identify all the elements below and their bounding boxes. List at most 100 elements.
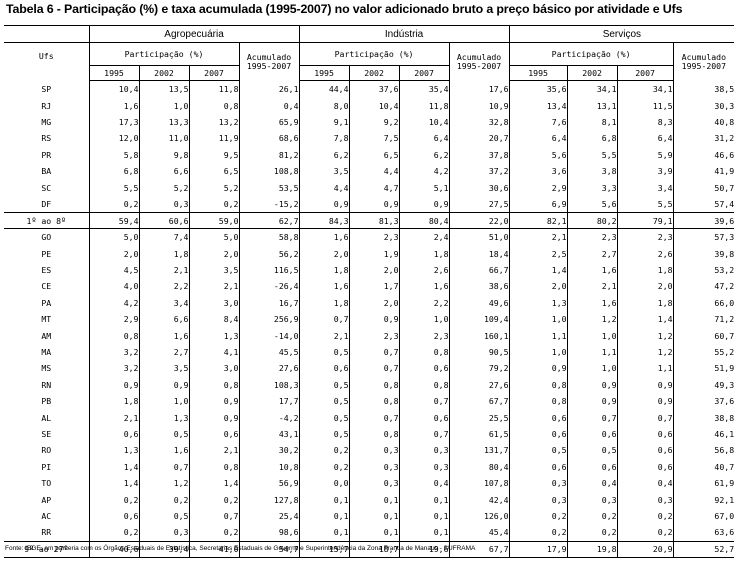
table-cell: 3,4 — [138, 294, 189, 312]
table-cell: 1,1 — [508, 327, 568, 344]
table-cell: 1,0 — [138, 97, 189, 114]
uf-label: RN — [41, 379, 52, 390]
table-cell: 3,2 — [88, 343, 139, 361]
table-cell: 0,8 — [398, 343, 450, 361]
table-cell: 92,1 — [672, 491, 735, 508]
table-cell: 0,9 — [566, 376, 618, 394]
table-cell: 0,2 — [188, 195, 239, 213]
table-cell: 0,8 — [188, 376, 239, 394]
table-body: SP 10,4 13,5 11,8 26,1 44,4 37,6 35,4 17,6 35,6 34… — [4, 80, 735, 558]
table-cell: 0,9 — [616, 393, 674, 410]
table-cell: 1,8 — [616, 294, 674, 312]
table-cell: 1,0 — [138, 393, 189, 410]
table-cell: 5,5 — [88, 179, 139, 196]
table-cell: 68,6 — [238, 130, 300, 147]
table-cell: 90,5 — [448, 343, 510, 361]
table-cell: 1,4 — [616, 311, 674, 328]
table-cell: 2,3 — [348, 327, 400, 344]
table-cell: 0,9 — [188, 393, 239, 410]
table-cell: 17,7 — [238, 393, 300, 410]
table-cell: 34,1 — [616, 80, 674, 98]
table-cell: 1,7 — [348, 278, 400, 295]
table-cell: 39,6 — [672, 212, 735, 230]
subtotal-label: 1º ao 8º — [4, 212, 89, 230]
table-cell: 7,8 — [298, 130, 350, 147]
table-cell: 9,5 — [188, 146, 239, 163]
table-cell: 160,1 — [448, 327, 510, 344]
table-cell: 1,8 — [88, 393, 139, 410]
table-row: AL 2,1 1,3 0,9 -4,2 0,5 0,7 0,6 25,5 0,6 0,7 0,7 38,… — [4, 409, 735, 426]
uf-label: ES — [41, 265, 52, 276]
table-cell: 0,3 — [398, 458, 450, 475]
table-cell: 0,6 — [88, 425, 139, 443]
table-row: ES 4,5 2,1 3,5 116,5 1,8 2,0 2,6 66,7 1,4 1,6 1,8 53… — [4, 261, 735, 279]
table-cell: 1,0 — [566, 327, 618, 344]
table-cell: 8,0 — [298, 97, 350, 114]
table-cell: 0,2 — [616, 524, 674, 542]
table-cell: 6,4 — [616, 130, 674, 147]
table-row: RJ 1,6 1,0 0,8 0,4 8,0 10,4 11,8 10,9 13,4 13,1 11,… — [4, 97, 735, 114]
table-cell: 57,4 — [672, 195, 735, 213]
table-cell: 84,3 — [298, 212, 350, 230]
table-cell: 17,9 — [508, 540, 568, 558]
table-row: RN 0,9 0,9 0,8 108,3 0,5 0,8 0,8 27,6 0,8 0,9 0,9 49… — [4, 376, 735, 394]
table-cell: 2,0 — [616, 278, 674, 295]
table-cell: 0,2 — [188, 491, 239, 508]
table-row: PR 5,8 9,8 9,5 81,2 6,2 6,5 6,2 37,8 5,6 5,5 5,9 46,… — [4, 146, 735, 163]
table-cell: 3,5 — [298, 162, 350, 180]
table-cell: 0,8 — [188, 97, 239, 114]
uf-label: DF — [41, 198, 52, 209]
table-cell: 0,1 — [398, 524, 450, 542]
table-row: PE 2,0 1,8 2,0 56,2 2,0 1,9 1,8 18,4 2,5 2,7 2,6 39,… — [4, 245, 735, 262]
table-cell: 31,2 — [672, 130, 735, 147]
table-cell: 116,5 — [238, 261, 300, 279]
table-cell: 8,3 — [616, 113, 674, 131]
table-cell: 45,5 — [238, 343, 300, 361]
table-cell: 6,6 — [138, 162, 189, 180]
table-cell: 2,1 — [566, 278, 618, 295]
table-cell: 11,8 — [188, 80, 239, 98]
subtotal-row: 9º ao 27º 40,6 39,4 41,0 54,7 15,7 18,7 19,6 67,… — [4, 540, 735, 558]
table-cell: 0,8 — [508, 393, 568, 410]
table-cell: 1,3 — [508, 294, 568, 312]
uf-label: CE — [41, 281, 52, 292]
table-row: PA 4,2 3,4 3,0 16,7 1,8 2,0 2,2 49,6 1,3 1,6 1,8 66,… — [4, 294, 735, 312]
table-cell: 53,2 — [672, 261, 735, 279]
subtotal-row: 1º ao 8º 59,4 60,6 59,0 62,7 84,3 81,3 80,4 22,0… — [4, 212, 735, 230]
table-cell: 11,5 — [616, 97, 674, 114]
table-row: MS 3,2 3,5 3,0 27,6 0,6 0,7 0,6 79,2 0,9 1,0 1,1 51,… — [4, 360, 735, 377]
table-cell: 37,8 — [448, 146, 510, 163]
uf-label: PR — [41, 149, 52, 160]
table-cell: 66,7 — [448, 261, 510, 279]
table-cell: 127,8 — [238, 491, 300, 508]
table-cell: 2,4 — [398, 228, 450, 246]
table-cell: 1,6 — [138, 442, 189, 459]
table-cell: 30,2 — [238, 442, 300, 459]
year-header: 2002 — [138, 65, 189, 81]
table-cell: 0,7 — [188, 507, 239, 525]
table-cell: 2,7 — [566, 245, 618, 262]
table-cell: 0,9 — [188, 409, 239, 426]
table-cell: 3,5 — [188, 261, 239, 279]
table-cell: 6,4 — [508, 130, 568, 147]
table-cell: 3,0 — [188, 360, 239, 377]
table-cell: 1,2 — [138, 474, 189, 492]
table-cell: 0,3 — [508, 491, 568, 508]
table-cell: 49,6 — [448, 294, 510, 312]
table-cell: 0,2 — [616, 507, 674, 525]
table-cell: 3,4 — [616, 179, 674, 196]
table-cell: 38,6 — [448, 278, 510, 295]
table-cell: 2,1 — [188, 278, 239, 295]
table-cell: 0,6 — [508, 425, 568, 443]
table-cell: 0,5 — [298, 343, 350, 361]
year-header: 2002 — [348, 65, 400, 81]
table-cell: 81,3 — [348, 212, 400, 230]
table-cell: 0,1 — [348, 507, 400, 525]
table-cell: 0,9 — [398, 195, 450, 213]
table-row: AP 0,2 0,2 0,2 127,8 0,1 0,1 0,1 42,4 0,3 0,3 0,3 92… — [4, 491, 735, 508]
table-cell: 2,1 — [88, 409, 139, 426]
uf-label: PE — [41, 248, 52, 259]
table-cell: 27,5 — [448, 195, 510, 213]
table-cell: 108,8 — [238, 162, 300, 180]
table-cell: 59,4 — [88, 212, 139, 230]
